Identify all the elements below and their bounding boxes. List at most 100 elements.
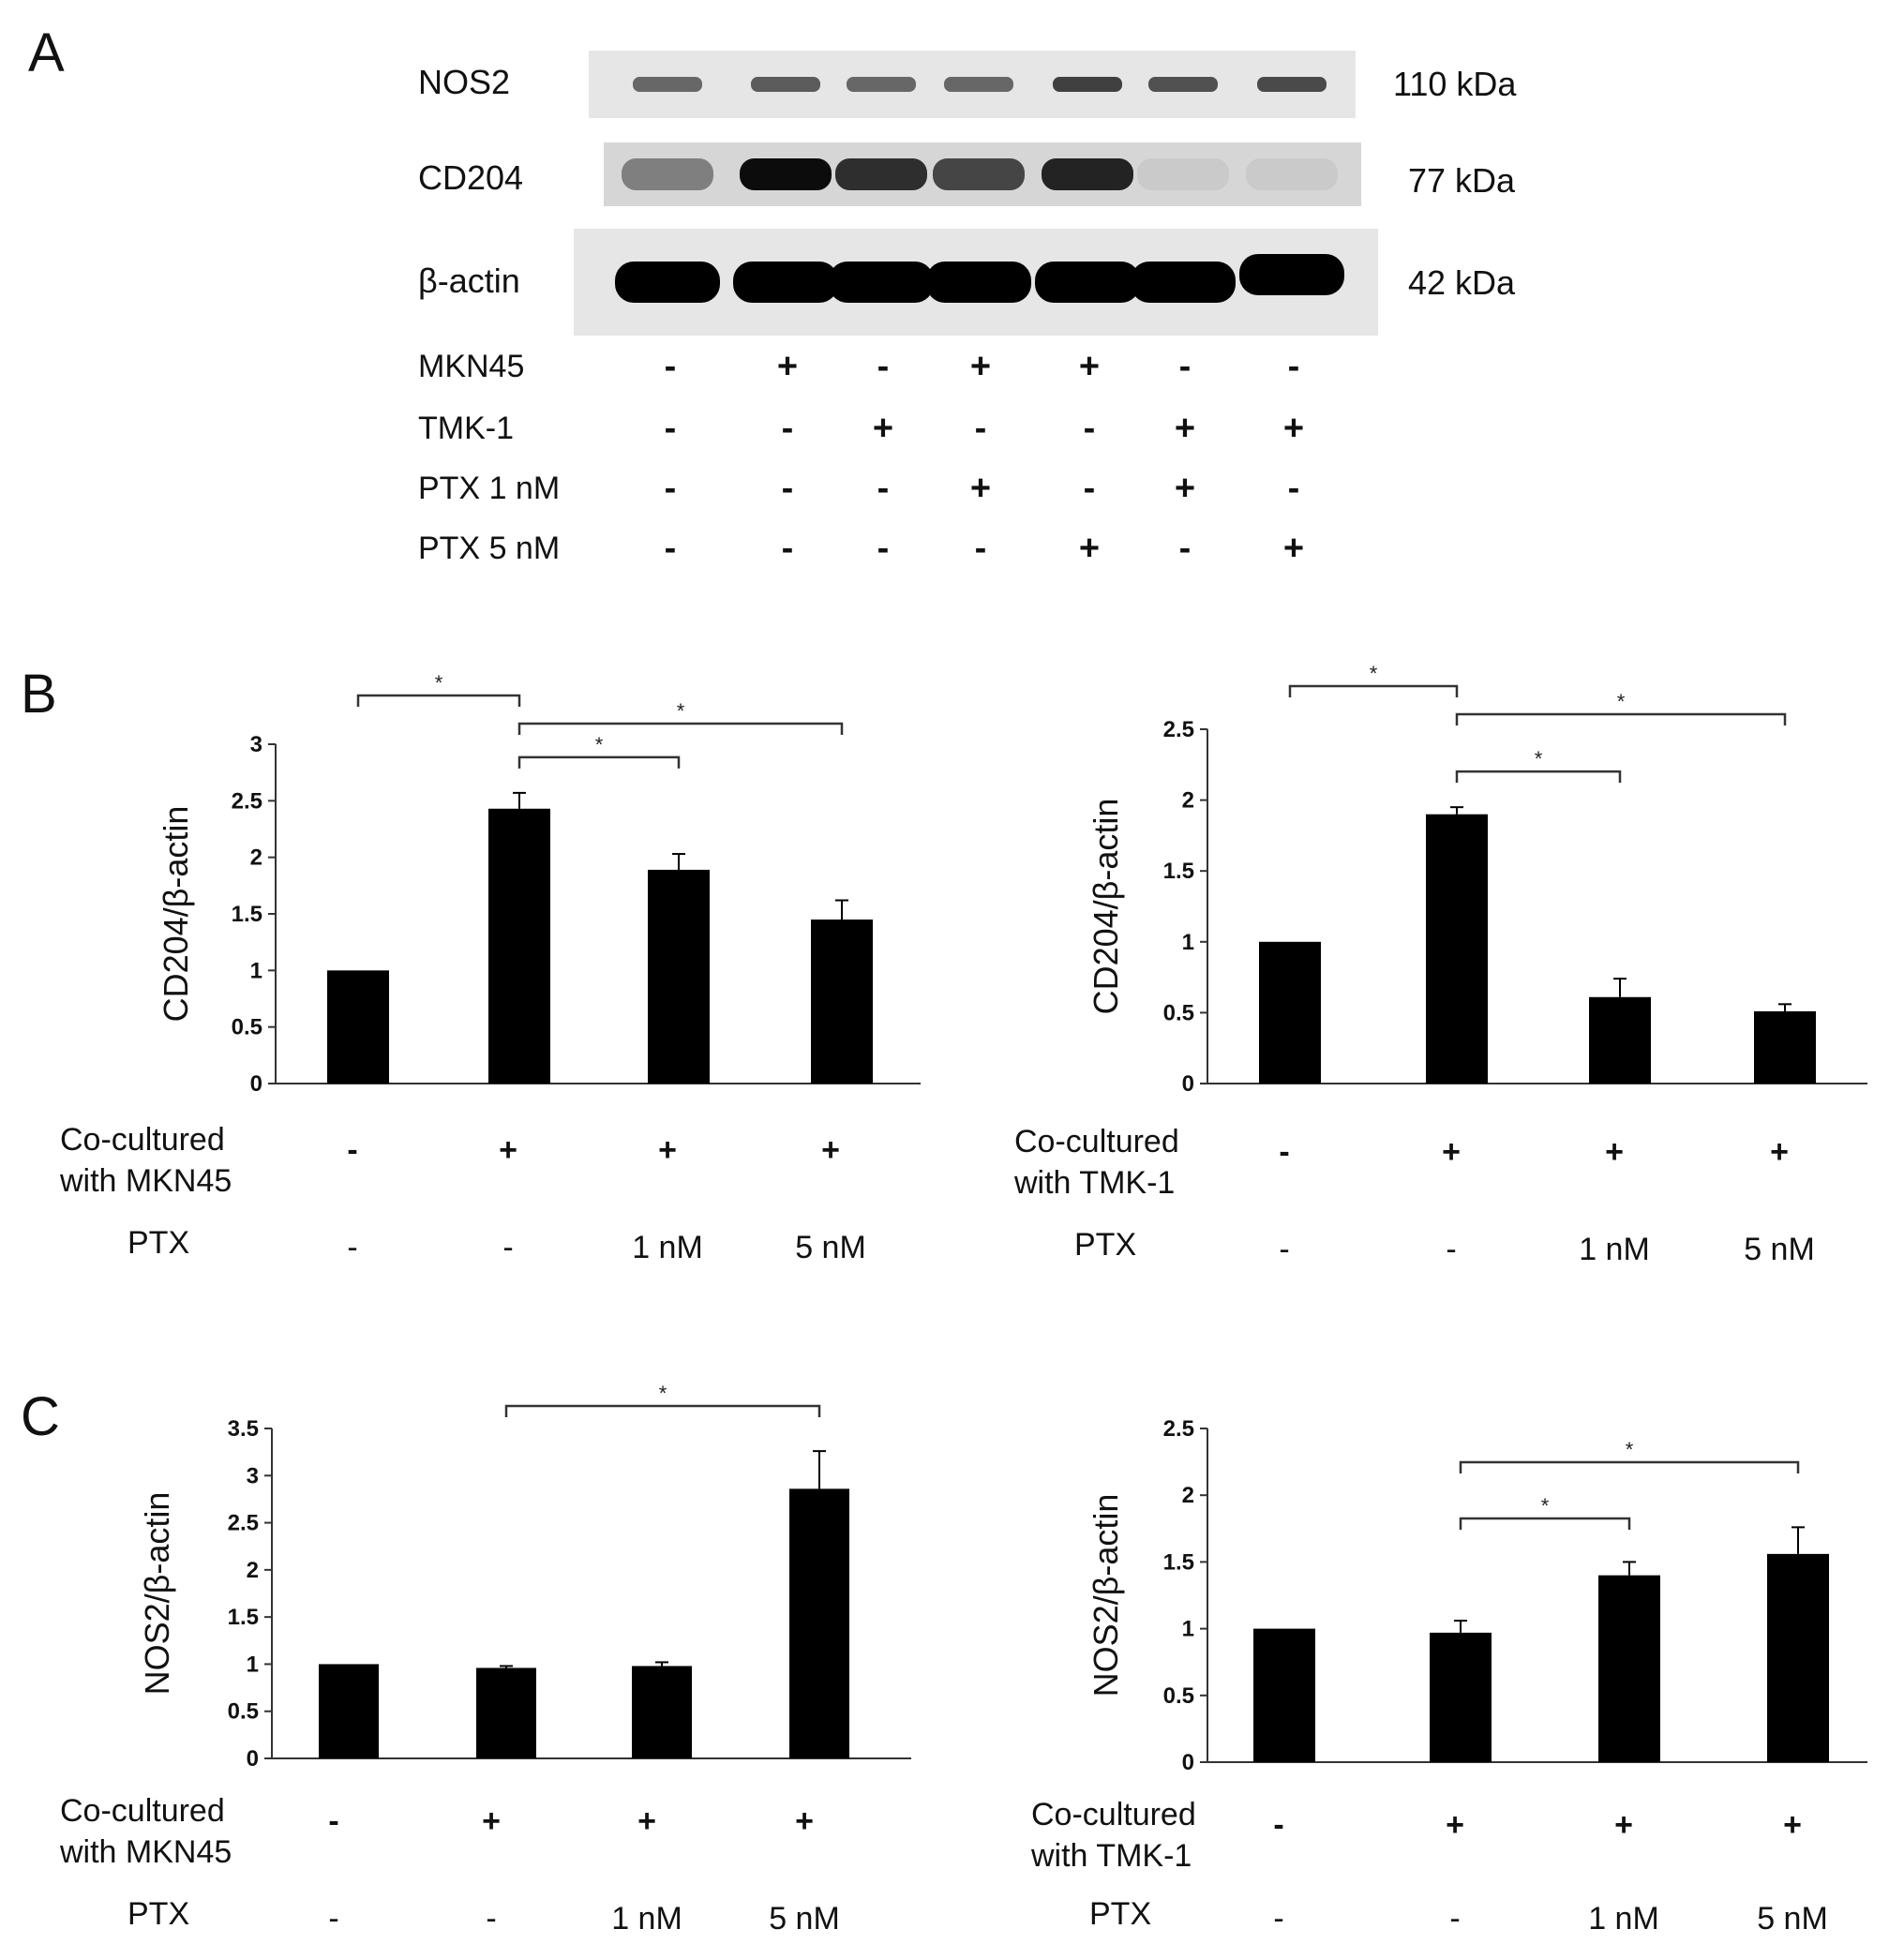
chart2-cocultured-value-2: + — [1442, 1134, 1461, 1170]
chart2-bar-4 — [1754, 1010, 1816, 1084]
blot-sign-row2-lane6: + — [1174, 409, 1196, 448]
chart4-cocultured-value-1: - — [1273, 1807, 1284, 1843]
blot-sign-row2-lane7: + — [1282, 409, 1305, 448]
chart3-cocultured-value-2: + — [482, 1803, 501, 1839]
blot-band-beta-actin-lane-5 — [1035, 262, 1140, 303]
blot-sign-row2-lane2: - — [781, 409, 794, 448]
chart3-cocultured-label: Co-cultured with MKN45 — [60, 1790, 232, 1873]
chart4-significance-label-1: * — [1541, 1494, 1550, 1518]
blot-sign-row3-lane7: - — [1287, 469, 1300, 508]
blot-band-beta-actin-lane-2 — [733, 262, 838, 303]
chart3-cocultured-value-3: + — [637, 1803, 656, 1839]
blot-band-nos2-lane-3 — [847, 77, 916, 92]
chart1-significance-bracket-2 — [517, 755, 681, 769]
chart3-cocultured-value-1: - — [328, 1803, 339, 1839]
panel-label-a: A — [28, 22, 65, 83]
chart1-significance-bracket-1 — [356, 694, 521, 707]
chart3-cocultured-line2: with MKN45 — [60, 1834, 232, 1870]
blot-sign-row4-lane5: + — [1078, 529, 1101, 568]
chart3-bar-3 — [632, 1666, 692, 1758]
blot-band-nos2-lane-7 — [1257, 77, 1327, 92]
blot-sign-row1-lane2: + — [776, 347, 799, 386]
chart3-significance-bracket-1 — [504, 1404, 821, 1417]
chart2-significance-bracket-1 — [1288, 684, 1459, 697]
chart1-ptx-value-3: 1 nM — [632, 1230, 703, 1265]
condition-label-tmk1: TMK-1 — [418, 411, 514, 446]
chart1-bar-3 — [648, 869, 710, 1084]
chart1-cocultured-label: Co-cultured with MKN45 — [60, 1119, 232, 1202]
chart1-bar-2 — [488, 808, 550, 1084]
blot-sign-row4-lane4: - — [974, 529, 987, 568]
kda-label-cd204: 77 kDa — [1408, 161, 1516, 200]
blot-sign-row1-lane5: + — [1078, 347, 1101, 386]
chart1-cocultured-value-1: - — [347, 1132, 358, 1168]
condition-label-ptx-1nm: PTX 1 nM — [418, 471, 561, 506]
chart4-cocultured-value-2: + — [1446, 1807, 1464, 1843]
chart4-ptx-value-2: - — [1449, 1901, 1461, 1937]
blot-sign-row1-lane7: - — [1287, 347, 1300, 386]
chart1-y-tick-label-2: 1 — [250, 958, 262, 983]
blot-band-nos2-lane-1 — [633, 77, 702, 92]
chart2-cocultured-value-4: + — [1770, 1134, 1789, 1170]
chart1-ptx-value-1: - — [347, 1230, 358, 1265]
chart1-cocultured-line2: with MKN45 — [60, 1163, 232, 1199]
chart4-ptx-value-4: 5 nM — [1757, 1901, 1828, 1937]
chart2-cocultured-line1: Co-cultured — [1014, 1124, 1179, 1159]
blot-band-beta-actin-lane-4 — [926, 262, 1031, 303]
blot-band-cd204-lane-2 — [740, 158, 832, 190]
blot-band-beta-actin-lane-1 — [615, 262, 720, 303]
chart3-significance-label-1: * — [659, 1382, 667, 1405]
chart3-ptx-value-4: 5 nM — [769, 1901, 840, 1937]
chart3-cocultured-line1: Co-cultured — [60, 1793, 225, 1829]
chart1-cocultured-value-2: + — [499, 1132, 517, 1168]
blot-sign-row4-lane7: + — [1282, 529, 1305, 568]
chart1-y-tick-label-3: 1.5 — [232, 902, 262, 927]
blot-band-cd204-lane-3 — [835, 158, 927, 190]
chart2-bar-3 — [1589, 996, 1651, 1084]
chart1-cocultured-line1: Co-cultured — [60, 1122, 225, 1158]
blot-sign-row3-lane6: + — [1174, 469, 1196, 508]
chart2-ptx-value-2: - — [1446, 1232, 1457, 1267]
chart3-y-tick-label-7: 3.5 — [228, 1416, 259, 1442]
blot-sign-row1-lane4: + — [969, 347, 992, 386]
chart3-bar-4 — [789, 1488, 849, 1758]
blot-band-beta-actin-lane-3 — [829, 262, 934, 303]
chart1-cocultured-value-4: + — [821, 1132, 840, 1168]
chart4-cocultured-line2: with TMK-1 — [1031, 1838, 1192, 1874]
chart4-y-tick-label-5: 2.5 — [1163, 1416, 1194, 1442]
blot-band-beta-actin-lane-7 — [1239, 254, 1344, 295]
chart2-cocultured-value-3: + — [1605, 1134, 1624, 1170]
blot-band-nos2-lane-6 — [1148, 77, 1218, 92]
chart1-significance-label-3: * — [677, 699, 685, 723]
chart4-significance-bracket-1 — [1459, 1517, 1631, 1530]
blot-band-cd204-lane-5 — [1042, 158, 1133, 190]
chart2-cocultured-line2: with TMK-1 — [1014, 1165, 1176, 1201]
chart3-y-tick-label-4: 2 — [247, 1558, 259, 1583]
chart2-bar-1 — [1259, 941, 1321, 1084]
condition-label-mkn45: MKN45 — [418, 349, 525, 384]
condition-label-ptx-5nm: PTX 5 nM — [418, 531, 561, 566]
chart4-y-tick-label-3: 1.5 — [1163, 1549, 1194, 1575]
chart3-y-tick-label-5: 2.5 — [228, 1511, 259, 1536]
chart1-significance-label-1: * — [435, 671, 443, 695]
blot-sign-row2-lane1: - — [664, 409, 677, 448]
kda-label-nos2: 110 kDa — [1393, 65, 1517, 103]
blot-sign-row4-lane6: - — [1178, 529, 1192, 568]
blot-sign-row4-lane1: - — [664, 529, 677, 568]
blot-band-cd204-lane-7 — [1246, 158, 1338, 190]
chart1-bar-1 — [327, 970, 389, 1084]
blot-sign-row3-lane5: - — [1083, 469, 1096, 508]
blot-label-beta-actin: β-actin — [418, 262, 520, 300]
chart2-bar-2 — [1426, 814, 1488, 1084]
chart4-cocultured-line1: Co-cultured — [1031, 1797, 1196, 1832]
chart2-y-tick-label-4: 2 — [1182, 788, 1194, 814]
chart1-ptx-value-4: 5 nM — [795, 1230, 866, 1265]
chart4-significance-bracket-2 — [1459, 1460, 1800, 1473]
blot-band-nos2-lane-4 — [944, 77, 1013, 92]
blot-band-nos2-lane-5 — [1053, 77, 1122, 92]
chart1-y-tick-label-6: 3 — [250, 732, 262, 757]
chart1-significance-bracket-3 — [517, 722, 844, 735]
blot-sign-row3-lane4: + — [969, 469, 992, 508]
chart2-significance-bracket-3 — [1455, 712, 1787, 725]
